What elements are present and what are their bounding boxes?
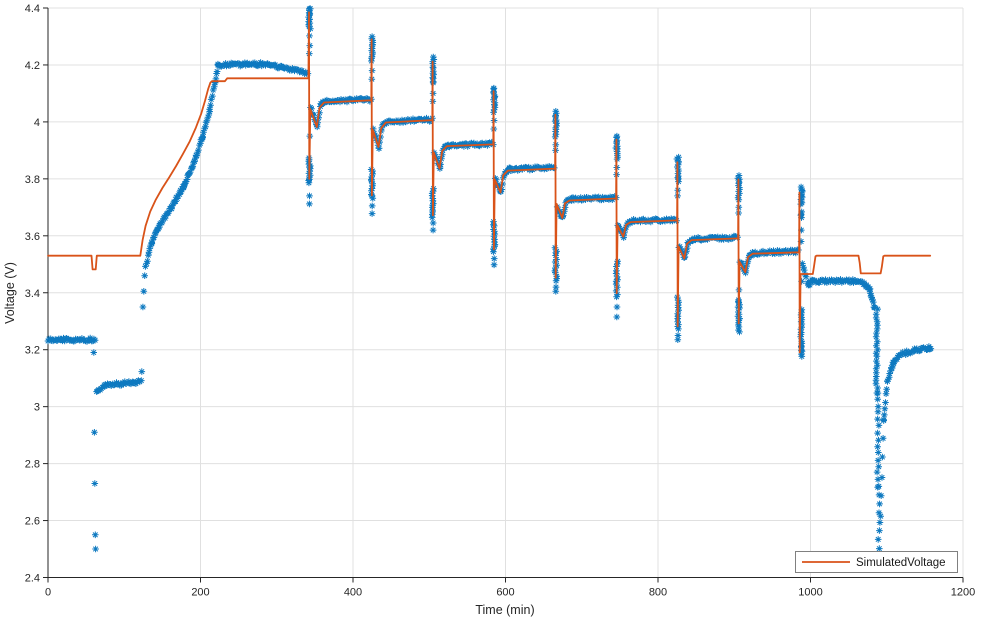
x-tick-label: 800 — [649, 587, 667, 599]
simulated-voltage-polyline — [47, 11, 932, 354]
y-tick-labels: 2.4 2.6 2.8 3 3.2 3.4 3.6 3.8 4 4.2 4.4 — [25, 3, 40, 585]
y-tick-label: 2.8 — [25, 459, 40, 471]
grid-lines — [48, 7, 964, 578]
x-tick-label: 1200 — [951, 587, 975, 599]
x-tick-labels: 0 200 400 600 800 1000 1200 — [45, 587, 975, 599]
x-tick-label: 600 — [496, 587, 514, 599]
y-axis-label: Voltage (V) — [3, 262, 17, 324]
x-axis-label: Time (min) — [475, 603, 534, 617]
y-tick-label: 3.6 — [25, 231, 40, 243]
y-tick-label: 4.2 — [25, 60, 40, 72]
x-tick-label: 1000 — [798, 587, 822, 599]
y-tick-label: 3.8 — [25, 174, 40, 186]
x-tick-label: 400 — [344, 587, 362, 599]
simulated-voltage-line — [47, 11, 932, 354]
y-tick-label: 2.6 — [25, 516, 40, 528]
y-tick-label: 2.4 — [25, 573, 40, 585]
axes — [43, 7, 964, 583]
y-tick-label: 3 — [34, 402, 40, 414]
y-tick-label: 4.4 — [25, 3, 40, 15]
y-tick-label: 3.4 — [25, 288, 40, 300]
y-tick-label: 3.2 — [25, 345, 40, 357]
x-tick-label: 200 — [191, 587, 209, 599]
x-tick-label: 0 — [45, 587, 51, 599]
legend[interactable]: SimulatedVoltage — [795, 551, 958, 573]
legend-entry-label: SimulatedVoltage — [856, 557, 946, 569]
legend-box — [795, 551, 958, 573]
y-tick-label: 4 — [34, 117, 40, 129]
